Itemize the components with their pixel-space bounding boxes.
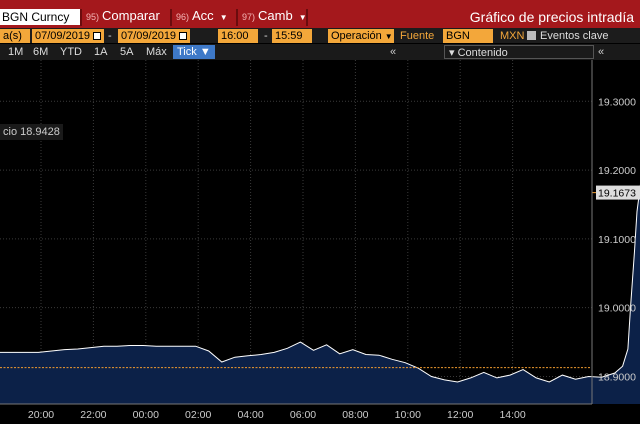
time-range-dash: - (264, 30, 268, 42)
content-panel-toggle[interactable]: ▾ Contenido (444, 45, 594, 59)
legend-value: 18.9428 (20, 126, 60, 138)
period-1m[interactable]: 1M (8, 46, 24, 58)
intraday-price-chart[interactable]: 19.1673 18.9000 19.0000 19.1000 19.2000 19.3… (0, 60, 640, 424)
end-date-value: 07/09/2019 (121, 30, 177, 42)
chevron-down-icon: ▼ (384, 32, 393, 41)
collapse-left-icon[interactable]: « (390, 46, 397, 58)
menu-separator (306, 9, 308, 26)
x-tick-label: 12:00 (447, 409, 473, 421)
compare-label: Comparar (102, 8, 160, 23)
compare-menu[interactable]: 95) Comparar (86, 7, 160, 24)
x-tick-label: 20:00 (28, 409, 54, 421)
menu-separator (80, 9, 82, 26)
date-range-dash: - (108, 30, 112, 42)
y-tick-label: 19.2000 (598, 165, 636, 177)
actions-number: 96) (176, 12, 190, 22)
menu-bar: BGN Curncy 95) Comparar 96) Acc ▼ 97) Camb ▼ … (0, 0, 640, 28)
last-price-label: 19.1673 (598, 188, 636, 200)
actions-label: Acc (192, 8, 214, 23)
chart-canvas[interactable]: 19.1673 18.9000 19.0000 19.1000 19.2000 19.3… (0, 60, 640, 424)
start-date-field[interactable]: 07/09/2019 (32, 29, 105, 43)
end-time-field[interactable]: 15:59 (272, 29, 312, 43)
x-tick-label: 06:00 (290, 409, 316, 421)
calendar-icon[interactable] (93, 32, 102, 40)
operation-value: Operación (331, 30, 382, 42)
chart-axis-layer: 18.9000 19.0000 19.1000 19.2000 19.3000 20:00… (0, 60, 636, 421)
chart-area-layer (0, 184, 640, 404)
operation-select[interactable]: Operación ▼ (328, 29, 394, 43)
calendar-icon[interactable] (179, 32, 188, 40)
price-line (0, 184, 640, 383)
y-tick-label: 19.1000 (598, 234, 636, 246)
start-time-field[interactable]: 16:00 (218, 29, 258, 43)
chart-grid (0, 60, 592, 404)
chevron-down-icon: ▼ (298, 13, 307, 22)
period-max[interactable]: Máx (146, 46, 167, 58)
page-title: Gráfico de precios intradía (469, 9, 634, 25)
period-1a[interactable]: 1A (94, 46, 108, 58)
compare-number: 95) (86, 12, 100, 22)
chart-legend: cio 18.9428 (0, 124, 63, 140)
actions-menu[interactable]: 96) Acc ▼ (176, 7, 228, 24)
ticker-field[interactable]: BGN Curncy (0, 9, 80, 25)
currency-label: MXN (500, 30, 525, 42)
x-tick-label: 14:00 (499, 409, 525, 421)
menu-separator (170, 9, 172, 26)
last-price-box (596, 185, 640, 200)
period-ytd[interactable]: YTD (60, 46, 82, 58)
date-toolbar: a(s) 07/09/2019 - 07/09/2019 16:00 - 15:… (0, 28, 640, 44)
x-tick-label: 08:00 (342, 409, 368, 421)
end-date-field[interactable]: 07/09/2019 (118, 29, 191, 43)
price-area (0, 188, 640, 404)
x-tick-label: 10:00 (395, 409, 421, 421)
chevron-down-icon: ▼ (199, 46, 211, 58)
x-tick-label: 22:00 (80, 409, 106, 421)
x-tick-label: 00:00 (133, 409, 159, 421)
tick-select[interactable]: Tick ▼ (173, 45, 215, 59)
period-5a[interactable]: 5A (120, 46, 134, 58)
range-label[interactable]: a(s) (0, 29, 30, 43)
collapse-right-icon[interactable]: « (598, 46, 605, 58)
change-number: 97) (242, 12, 256, 22)
y-tick-label: 18.9000 (598, 371, 636, 383)
chevron-down-icon: ▼ (219, 13, 228, 22)
chart-reference-lines: 19.1673 (0, 185, 640, 369)
x-tick-label: 04:00 (237, 409, 263, 421)
period-6m[interactable]: 6M (33, 46, 49, 58)
y-tick-label: 19.0000 (598, 303, 636, 315)
checkbox-icon[interactable] (527, 31, 536, 40)
x-tick-label: 02:00 (185, 409, 211, 421)
start-date-value: 07/09/2019 (35, 30, 91, 42)
key-events-toggle[interactable]: Eventos clave (527, 29, 608, 43)
content-label: Contenido (457, 47, 508, 59)
source-label: Fuente (400, 30, 435, 42)
change-menu[interactable]: 97) Camb ▼ (242, 7, 307, 24)
y-tick-label: 19.3000 (598, 96, 636, 108)
key-events-label: Eventos clave (540, 30, 609, 42)
chevron-down-icon: ▾ (449, 47, 455, 59)
period-toolbar: 1M 6M YTD 1A 5A Máx Tick ▼ « ▾ Contenido… (0, 44, 640, 60)
legend-label: cio (3, 126, 18, 138)
menu-separator (236, 9, 238, 26)
change-label: Camb (258, 8, 293, 23)
source-field[interactable]: BGN (443, 29, 493, 43)
tick-label: Tick (177, 46, 197, 58)
